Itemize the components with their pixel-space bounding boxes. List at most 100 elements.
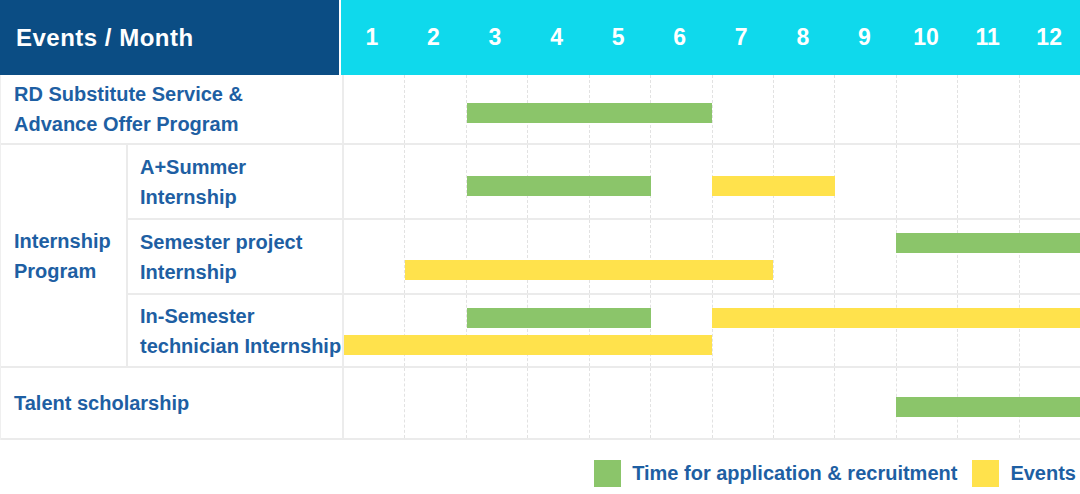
month-label: 2 — [403, 0, 465, 75]
legend: Time for application & recruitment Event… — [0, 440, 1080, 494]
month-grid-cell — [344, 75, 404, 143]
gantt-bar-event — [712, 176, 835, 196]
gantt-row-chart — [342, 368, 1080, 440]
month-grid-cell — [773, 75, 834, 143]
month-label: 10 — [895, 0, 957, 75]
month-grid-cell — [712, 368, 773, 438]
month-grid-cell — [896, 220, 957, 293]
gantt-bar-application_recruitment — [467, 176, 651, 196]
month-grid-cell — [466, 220, 527, 293]
month-grid-cell — [344, 295, 404, 366]
month-grid-cell — [404, 220, 465, 293]
month-label: 1 — [341, 0, 403, 75]
row-label-line: A+Summer — [140, 152, 342, 182]
month-label: 12 — [1018, 0, 1080, 75]
month-grid-cell — [957, 75, 1018, 143]
group-label-line: Program — [14, 256, 126, 286]
gantt-bar-application_recruitment — [467, 308, 651, 328]
month-grid-cell — [527, 295, 588, 366]
month-grid-cell — [344, 220, 404, 293]
row-label-rd-substitute: RD Substitute Service & Advance Offer Pr… — [1, 75, 342, 145]
month-grid-cell — [773, 220, 834, 293]
row-label-in-semester-technician: In-Semester technician Internship — [126, 295, 342, 368]
row-label-line: RD Substitute Service & — [14, 79, 342, 109]
row-label-line: Internship — [140, 257, 342, 287]
month-grid-cell — [834, 295, 895, 366]
month-grid-cell — [957, 220, 1018, 293]
month-grid-cell — [834, 75, 895, 143]
month-grid-cell — [712, 75, 773, 143]
month-grid-cell — [834, 368, 895, 438]
month-grid-cell — [344, 145, 404, 218]
row-label-a-plus-summer: A+Summer Internship — [126, 145, 342, 220]
group-label-line: Internship — [14, 226, 126, 256]
month-grid-cell — [957, 145, 1018, 218]
table-header-row: Events / Month 123456789101112 — [0, 0, 1080, 75]
row-label-line: Advance Offer Program — [14, 109, 342, 139]
gantt-row-chart — [342, 220, 1080, 295]
month-label: 4 — [526, 0, 588, 75]
month-grid-cell — [404, 75, 465, 143]
month-grid-cell — [344, 368, 404, 438]
gantt-row-chart — [342, 145, 1080, 220]
month-grid-cell — [712, 295, 773, 366]
row-label-line: technician Internship — [140, 331, 342, 361]
gantt-schedule-page: Events / Month 123456789101112 RD Substi… — [0, 0, 1080, 494]
row-label-line: In-Semester — [140, 301, 342, 331]
month-grid-cell — [589, 220, 650, 293]
month-label: 3 — [464, 0, 526, 75]
legend-item-application-recruitment: Time for application & recruitment — [594, 460, 957, 487]
gantt-bar-event — [712, 308, 1080, 328]
month-grid-cell — [589, 368, 650, 438]
gantt-row-chart — [342, 295, 1080, 368]
month-grid-cell — [896, 295, 957, 366]
row-label-talent-scholarship: Talent scholarship — [1, 368, 342, 440]
row-label-line: Internship — [140, 182, 342, 212]
month-grid-cell — [466, 368, 527, 438]
month-grid-cell — [834, 220, 895, 293]
month-label: 11 — [957, 0, 1019, 75]
gantt-bar-application_recruitment — [467, 103, 712, 123]
month-grid-cell — [404, 368, 465, 438]
gantt-bar-application_recruitment — [896, 397, 1080, 417]
gantt-row-chart — [342, 75, 1080, 145]
green-swatch-icon — [594, 460, 621, 487]
month-grid-cell — [1019, 220, 1080, 293]
month-grid-cell — [650, 220, 711, 293]
month-grid-cell — [650, 368, 711, 438]
month-grid-cell — [773, 295, 834, 366]
month-grid-cell — [896, 75, 957, 143]
month-grid-cell — [466, 295, 527, 366]
row-label-semester-project: Semester project Internship — [126, 220, 342, 295]
gantt-bar-event — [344, 335, 712, 355]
yellow-swatch-icon — [972, 460, 999, 487]
month-grid-cell — [404, 145, 465, 218]
month-grid-cell — [712, 220, 773, 293]
group-label-internship-program: Internship Program — [1, 145, 126, 368]
month-grid-cell — [404, 295, 465, 366]
gantt-bar-application_recruitment — [896, 233, 1080, 253]
row-label-line: Semester project — [140, 227, 342, 257]
row-label-line: Talent scholarship — [14, 388, 342, 418]
legend-label: Time for application & recruitment — [632, 462, 957, 485]
month-grid-cell — [650, 145, 711, 218]
legend-label: Events — [1010, 462, 1076, 485]
month-label: 8 — [772, 0, 834, 75]
month-grid-cell — [527, 220, 588, 293]
month-label: 6 — [649, 0, 711, 75]
gantt-table-body: RD Substitute Service & Advance Offer Pr… — [0, 75, 1080, 440]
month-grid-cell — [650, 295, 711, 366]
month-grid-cell — [957, 295, 1018, 366]
gantt-bar-event — [405, 260, 773, 280]
month-label: 9 — [834, 0, 896, 75]
month-label: 5 — [587, 0, 649, 75]
month-grid-cell — [834, 145, 895, 218]
month-grid-cell — [589, 295, 650, 366]
month-label: 7 — [710, 0, 772, 75]
month-grid-cell — [527, 368, 588, 438]
month-grid-cell — [1019, 75, 1080, 143]
month-grid-cell — [773, 368, 834, 438]
events-month-header: Events / Month — [0, 0, 341, 75]
month-grid-cell — [896, 145, 957, 218]
month-header: 123456789101112 — [341, 0, 1080, 75]
